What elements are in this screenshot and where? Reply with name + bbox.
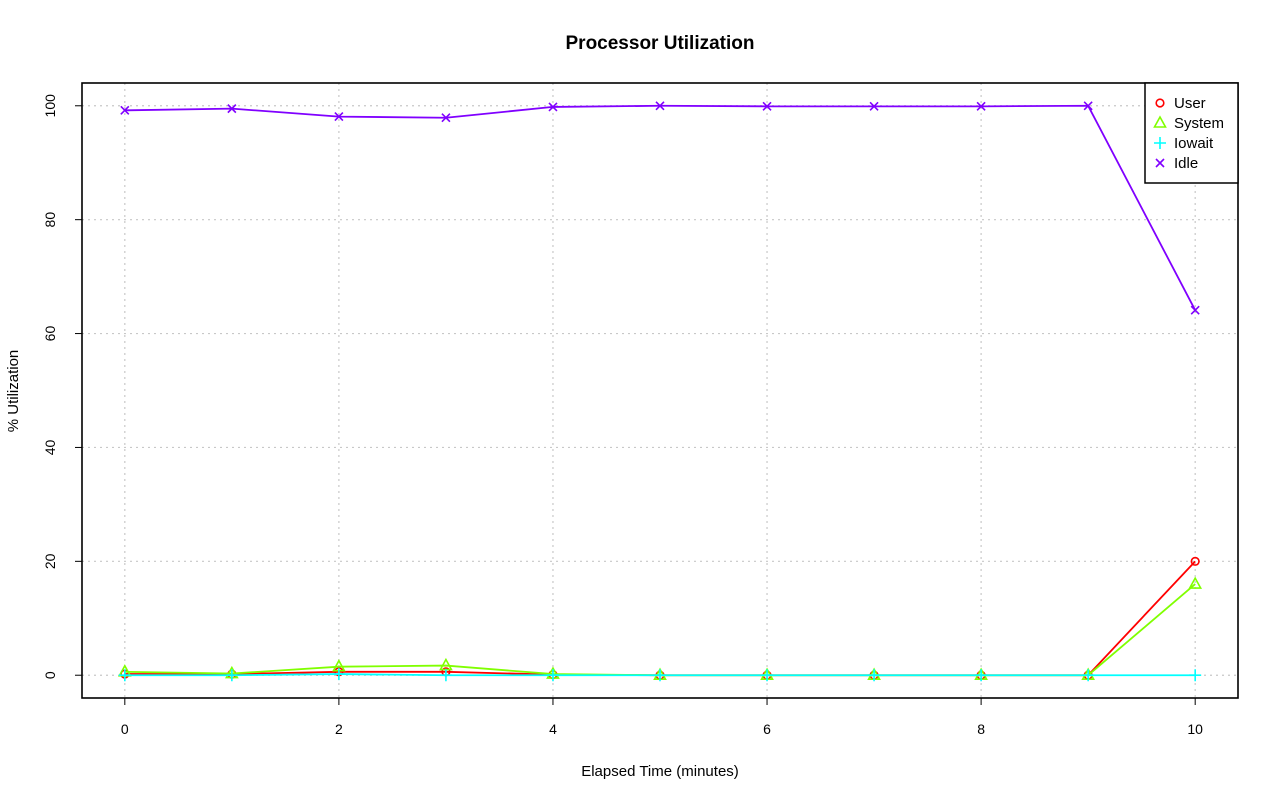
data-point-idle	[1190, 305, 1200, 315]
data-point-iowait	[225, 669, 238, 682]
data-point-iowait	[975, 669, 988, 682]
x-axis-label: Elapsed Time (minutes)	[581, 763, 739, 780]
legend: User System Iowait Idle	[1144, 82, 1239, 184]
y-tick-label: 60	[42, 326, 58, 342]
data-point-idle	[441, 113, 451, 123]
x-axis: 0 2 4 6 8 10	[121, 697, 1203, 737]
data-point-idle	[1083, 101, 1093, 111]
x-tick-label: 6	[763, 721, 771, 737]
series-iowait	[118, 668, 1202, 682]
series-idle	[120, 101, 1200, 315]
data-point-iowait	[761, 669, 774, 682]
chart-title: Processor Utilization	[566, 33, 755, 54]
series-line-idle	[124, 104, 1196, 311]
data-point-idle	[762, 101, 772, 111]
data-point-system	[1188, 576, 1203, 589]
x-tick-label: 4	[549, 721, 557, 737]
x-tick-label: 0	[121, 721, 129, 737]
legend-marker-system	[1153, 115, 1167, 128]
legend-marker-idle	[1155, 158, 1165, 168]
data-point-iowait	[118, 669, 131, 682]
data-point-idle	[120, 105, 130, 115]
data-point-iowait	[439, 669, 452, 682]
legend-label-idle: Idle	[1174, 155, 1198, 172]
x-tick-label: 8	[977, 721, 985, 737]
legend-marker-iowait	[1154, 137, 1166, 149]
grid	[82, 83, 1238, 698]
legend-label-iowait: Iowait	[1174, 135, 1214, 152]
y-tick-label: 80	[42, 212, 58, 228]
series-user	[120, 556, 1200, 680]
y-tick-label: 40	[42, 439, 58, 455]
y-tick-label: 20	[42, 553, 58, 569]
series-system	[117, 576, 1203, 681]
y-tick-label: 0	[42, 671, 58, 679]
data-point-idle	[655, 101, 665, 111]
x-tick-label: 10	[1187, 721, 1203, 737]
data-point-iowait	[546, 669, 559, 682]
data-point-iowait	[654, 669, 666, 682]
data-point-idle	[227, 104, 237, 114]
data-point-idle	[334, 112, 344, 122]
plot-frame	[81, 82, 1239, 699]
data-point-iowait	[1082, 669, 1095, 682]
series-line-system	[124, 583, 1196, 677]
legend-label-system: System	[1174, 115, 1224, 132]
legend-label-user: User	[1174, 95, 1206, 112]
data-point-idle	[976, 101, 986, 111]
data-point-user	[1190, 556, 1200, 566]
legend-marker-user	[1155, 98, 1165, 108]
y-tick-label: 100	[42, 94, 58, 118]
x-tick-label: 2	[335, 721, 343, 737]
data-point-iowait	[332, 668, 345, 681]
data-point-iowait	[868, 669, 881, 682]
series-layer	[117, 101, 1203, 682]
data-point-iowait	[1189, 669, 1202, 682]
data-point-idle	[869, 101, 879, 111]
data-point-idle	[548, 102, 558, 112]
y-axis: 0 20 40 60 80 100	[42, 94, 83, 679]
series-line-user	[124, 560, 1196, 677]
y-axis-label: % Utilization	[5, 350, 22, 433]
